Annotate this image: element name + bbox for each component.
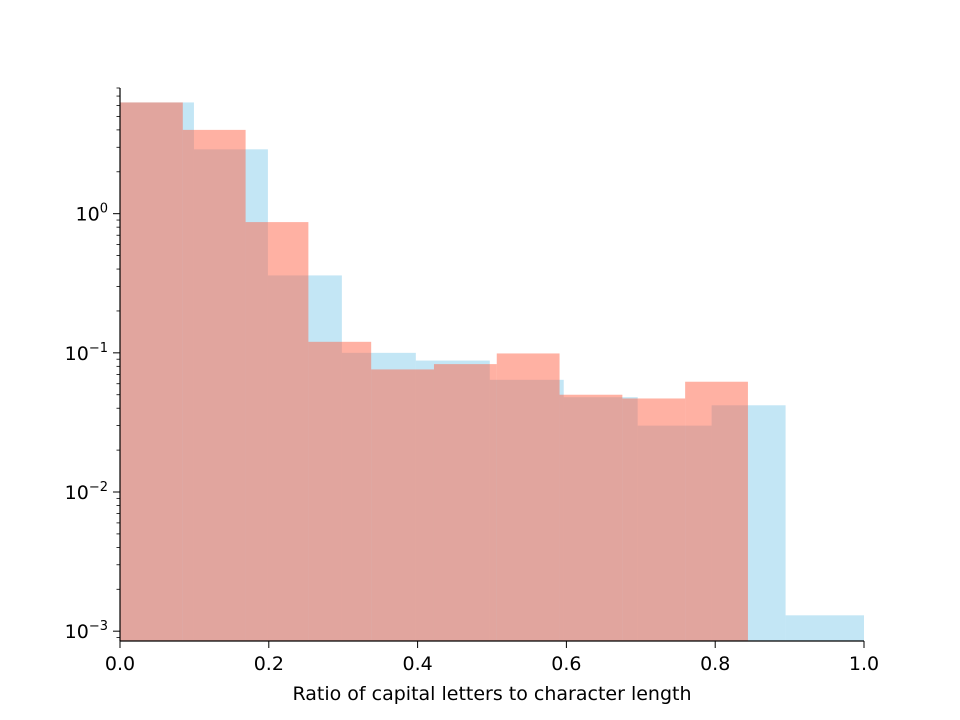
y-tick-exponent: 0 xyxy=(100,202,108,217)
histogram-bar xyxy=(245,222,309,641)
y-tick-base: 10 xyxy=(76,204,100,226)
x-tick-label: 0.8 xyxy=(700,653,730,675)
y-tick-base: 10 xyxy=(65,621,89,643)
histogram-bar xyxy=(496,353,560,641)
histogram-bar xyxy=(785,615,864,641)
y-tick-exponent: −3 xyxy=(89,619,108,634)
y-tick-label: 10−3 xyxy=(65,619,108,643)
x-tick-label: 0.2 xyxy=(254,653,284,675)
histogram-bar xyxy=(182,129,246,642)
y-tick-label: 10−1 xyxy=(65,341,108,365)
x-ticks: 0.0 0.2 0.4 0.6 0.8 1.0 xyxy=(105,641,879,675)
histogram-bar xyxy=(685,381,748,641)
x-tick-label: 1.0 xyxy=(849,653,879,675)
y-tick-label: 100 xyxy=(76,202,108,226)
bars-layer xyxy=(120,102,864,642)
x-tick-label: 0.4 xyxy=(402,653,432,675)
y-tick-base: 10 xyxy=(65,482,89,504)
histogram-bar xyxy=(120,102,183,641)
histogram-bar xyxy=(559,394,623,641)
x-axis-label: Ratio of capital letters to character le… xyxy=(292,683,691,705)
y-tick-exponent: −2 xyxy=(89,480,108,495)
x-tick-label: 0.0 xyxy=(105,653,135,675)
x-tick-label: 0.6 xyxy=(551,653,581,675)
y-tick-label: 10−2 xyxy=(65,480,108,504)
y-tick-exponent: −1 xyxy=(89,341,108,356)
histogram-bar xyxy=(622,398,686,641)
histogram-bar xyxy=(371,369,434,641)
series-1 xyxy=(120,102,748,642)
histogram-bar xyxy=(308,341,372,641)
histogram-bar xyxy=(433,364,497,641)
y-tick-base: 10 xyxy=(65,343,89,365)
